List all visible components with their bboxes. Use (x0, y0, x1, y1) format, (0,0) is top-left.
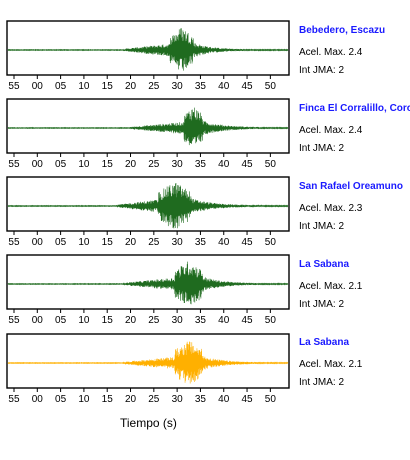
x-tick-label-1-4: 15 (102, 81, 114, 92)
waveform-2 (7, 107, 289, 146)
x-tick-label-2-4: 15 (102, 159, 114, 170)
x-tick-label-3-4: 15 (102, 237, 114, 248)
x-tick-label-4-7: 30 (172, 315, 184, 326)
x-tick-label-5-4: 15 (102, 394, 114, 405)
x-tick-label-5-6: 25 (148, 394, 160, 405)
x-tick-label-3-11: 50 (265, 237, 277, 248)
acel-max-label-5: Acel. Max. 2.1 (299, 359, 363, 370)
x-tick-label-3-1: 00 (32, 237, 44, 248)
int-jma-label-5: Int JMA: 2 (299, 377, 345, 388)
x-tick-label-5-11: 50 (265, 394, 277, 405)
x-tick-label-1-1: 00 (32, 81, 44, 92)
x-tick-label-4-3: 10 (78, 315, 90, 326)
x-tick-label-4-8: 35 (195, 315, 207, 326)
acel-max-label-1: Acel. Max. 2.4 (299, 47, 363, 58)
x-tick-label-1-6: 25 (148, 81, 160, 92)
x-tick-label-2-9: 40 (218, 159, 230, 170)
x-tick-label-4-0: 55 (8, 315, 20, 326)
int-jma-label-1: Int JMA: 2 (299, 65, 345, 76)
x-tick-label-5-1: 00 (32, 394, 44, 405)
acel-max-label-3: Acel. Max. 2.3 (299, 203, 363, 214)
x-tick-label-4-11: 50 (265, 315, 277, 326)
waveform-5 (7, 341, 289, 384)
panel-frame-5 (6, 333, 290, 389)
x-tick-label-2-2: 05 (55, 159, 67, 170)
x-tick-label-4-2: 05 (55, 315, 67, 326)
x-tick-label-2-10: 45 (241, 159, 253, 170)
station-label-2: Finca El Corralillo, Coronado (299, 103, 410, 114)
x-tick-label-1-7: 30 (172, 81, 184, 92)
x-tick-label-5-7: 30 (172, 394, 184, 405)
x-tick-label-5-8: 35 (195, 394, 207, 405)
x-tick-label-5-10: 45 (241, 394, 253, 405)
x-tick-label-3-5: 20 (125, 237, 137, 248)
panel-frame-1 (6, 20, 290, 76)
x-tick-label-3-10: 45 (241, 237, 253, 248)
x-tick-label-3-2: 05 (55, 237, 67, 248)
x-tick-label-2-5: 20 (125, 159, 137, 170)
waveform-3 (7, 183, 289, 229)
x-tick-label-2-3: 10 (78, 159, 90, 170)
x-tick-label-3-9: 40 (218, 237, 230, 248)
x-tick-label-1-0: 55 (8, 81, 20, 92)
x-tick-label-2-6: 25 (148, 159, 160, 170)
station-label-1: Bebedero, Escazu (299, 25, 386, 36)
x-tick-label-4-5: 20 (125, 315, 137, 326)
x-tick-label-3-6: 25 (148, 237, 160, 248)
x-tick-label-1-2: 05 (55, 81, 67, 92)
x-tick-label-4-4: 15 (102, 315, 114, 326)
x-tick-label-1-10: 45 (241, 81, 253, 92)
x-tick-label-2-8: 35 (195, 159, 207, 170)
x-tick-label-1-11: 50 (265, 81, 277, 92)
x-tick-label-5-0: 55 (8, 394, 20, 405)
x-tick-label-3-8: 35 (195, 237, 207, 248)
x-axis-label: Tiempo (s) (120, 416, 177, 430)
station-label-3: San Rafael Oreamuno (299, 181, 403, 192)
x-tick-label-4-10: 45 (241, 315, 253, 326)
acel-max-label-4: Acel. Max. 2.1 (299, 281, 363, 292)
int-jma-label-3: Int JMA: 2 (299, 221, 345, 232)
x-tick-label-3-0: 55 (8, 237, 20, 248)
int-jma-label-4: Int JMA: 2 (299, 299, 345, 310)
x-tick-label-1-5: 20 (125, 81, 137, 92)
x-tick-label-2-1: 00 (32, 159, 44, 170)
x-tick-label-4-1: 00 (32, 315, 44, 326)
x-tick-label-4-9: 40 (218, 315, 230, 326)
x-tick-label-5-5: 20 (125, 394, 137, 405)
x-tick-label-3-3: 10 (78, 237, 90, 248)
station-label-4: La Sabana (299, 259, 350, 270)
x-tick-label-5-2: 05 (55, 394, 67, 405)
x-tick-label-4-6: 25 (148, 315, 160, 326)
x-tick-label-2-0: 55 (8, 159, 20, 170)
panel-frame-3 (6, 176, 290, 232)
waveform-4 (7, 261, 289, 305)
int-jma-label-2: Int JMA: 2 (299, 143, 345, 154)
x-tick-label-5-3: 10 (78, 394, 90, 405)
x-tick-label-1-3: 10 (78, 81, 90, 92)
acel-max-label-2: Acel. Max. 2.4 (299, 125, 363, 136)
panel-frame-2 (6, 98, 290, 154)
panel-frame-4 (6, 254, 290, 310)
x-tick-label-2-11: 50 (265, 159, 277, 170)
x-tick-label-3-7: 30 (172, 237, 184, 248)
waveform-1 (7, 28, 289, 71)
x-tick-label-1-9: 40 (218, 81, 230, 92)
x-tick-label-2-7: 30 (172, 159, 184, 170)
x-tick-label-5-9: 40 (218, 394, 230, 405)
x-tick-label-1-8: 35 (195, 81, 207, 92)
station-label-5: La Sabana (299, 337, 350, 348)
